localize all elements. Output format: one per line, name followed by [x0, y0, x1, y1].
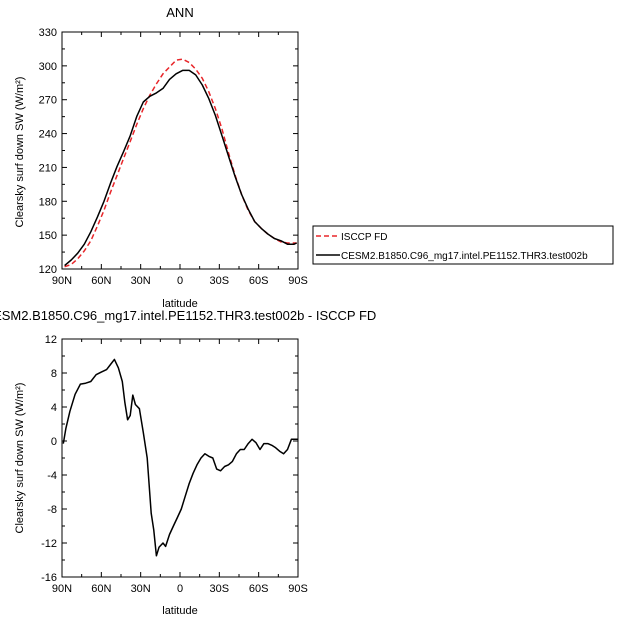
- bottom-y-tick-label: -16: [41, 572, 57, 584]
- top-x-tick-label: 60N: [91, 275, 111, 287]
- legend: ISCCP FD CESM2.B1850.C96_mg17.intel.PE11…: [312, 225, 614, 265]
- bottom-x-tick-label: 60N: [91, 583, 111, 595]
- top-y-tick-label: 270: [39, 95, 57, 107]
- legend-label-isccp: ISCCP FD: [341, 232, 388, 243]
- bottom-series-line-0: [62, 358, 298, 557]
- bottom-chart-y-label: Clearsky surf down SW (W/m²): [14, 383, 26, 534]
- bottom-y-tick-label: 12: [45, 334, 57, 346]
- bottom-y-tick-label: 8: [51, 368, 57, 380]
- top-chart-lines: [64, 58, 298, 268]
- legend-entry-isccp: ISCCP FD: [316, 232, 388, 243]
- top-y-tick-label: 240: [39, 129, 57, 141]
- top-y-tick-label: 300: [39, 61, 57, 73]
- bottom-y-tick-label: 0: [51, 436, 57, 448]
- top-chart-ticks: 90N 60N 30N 0 30S 60S 90S 120 150 180 210 240 270 300…: [39, 27, 308, 287]
- top-x-tick-label: 90N: [52, 275, 72, 287]
- bottom-y-tick-label: 4: [51, 402, 57, 414]
- bottom-x-tick-label: 30S: [210, 583, 230, 595]
- bottom-x-tick-label: 90N: [52, 583, 72, 595]
- bottom-x-tick-label: 60S: [249, 583, 269, 595]
- bottom-chart-x-label: latitude: [162, 605, 197, 617]
- bottom-chart-lines: [62, 358, 298, 557]
- bottom-chart-ticks: 90N 60N 30N 0 30S 60S 90S -16 -12 -8 -4 0 4 8 12: [41, 334, 308, 595]
- top-y-tick-label: 150: [39, 230, 57, 242]
- top-series-line-1: [64, 69, 298, 267]
- top-y-tick-label: 180: [39, 196, 57, 208]
- top-series-line-0: [64, 58, 297, 268]
- legend-box: [312, 225, 614, 265]
- legend-entry-cesm2: CESM2.B1850.C96_mg17.intel.PE1152.THR3.t…: [316, 251, 588, 262]
- bottom-chart-frame: [61, 338, 299, 578]
- top-chart-title: ANN: [166, 5, 193, 20]
- top-x-tick-label: 60S: [249, 275, 269, 287]
- bottom-x-tick-label: 0: [177, 583, 183, 595]
- top-chart-frame: [61, 31, 299, 270]
- top-y-tick-label: 210: [39, 162, 57, 174]
- top-y-tick-label: 330: [39, 27, 57, 39]
- top-panel: ANN latitude Clearsky surf down SW (W/m²…: [14, 5, 308, 310]
- bottom-chart-title: CESM2.B1850.C96_mg17.intel.PE1152.THR3.t…: [0, 308, 376, 323]
- bottom-panel: CESM2.B1850.C96_mg17.intel.PE1152.THR3.t…: [0, 308, 376, 617]
- top-y-tick-label: 120: [39, 264, 57, 276]
- top-x-tick-label: 0: [177, 275, 183, 287]
- bottom-x-tick-label: 90S: [288, 583, 308, 595]
- top-x-tick-label: 30S: [210, 275, 230, 287]
- top-x-tick-label: 90S: [288, 275, 308, 287]
- top-x-tick-label: 30N: [131, 275, 151, 287]
- bottom-x-tick-label: 30N: [131, 583, 151, 595]
- bottom-y-tick-label: -12: [41, 538, 57, 550]
- legend-label-cesm2: CESM2.B1850.C96_mg17.intel.PE1152.THR3.t…: [341, 251, 588, 262]
- bottom-y-tick-label: -8: [47, 504, 57, 516]
- bottom-y-tick-label: -4: [47, 470, 57, 482]
- top-chart-y-label: Clearsky surf down SW (W/m²): [14, 77, 26, 228]
- top-chart-x-label: latitude: [162, 298, 197, 310]
